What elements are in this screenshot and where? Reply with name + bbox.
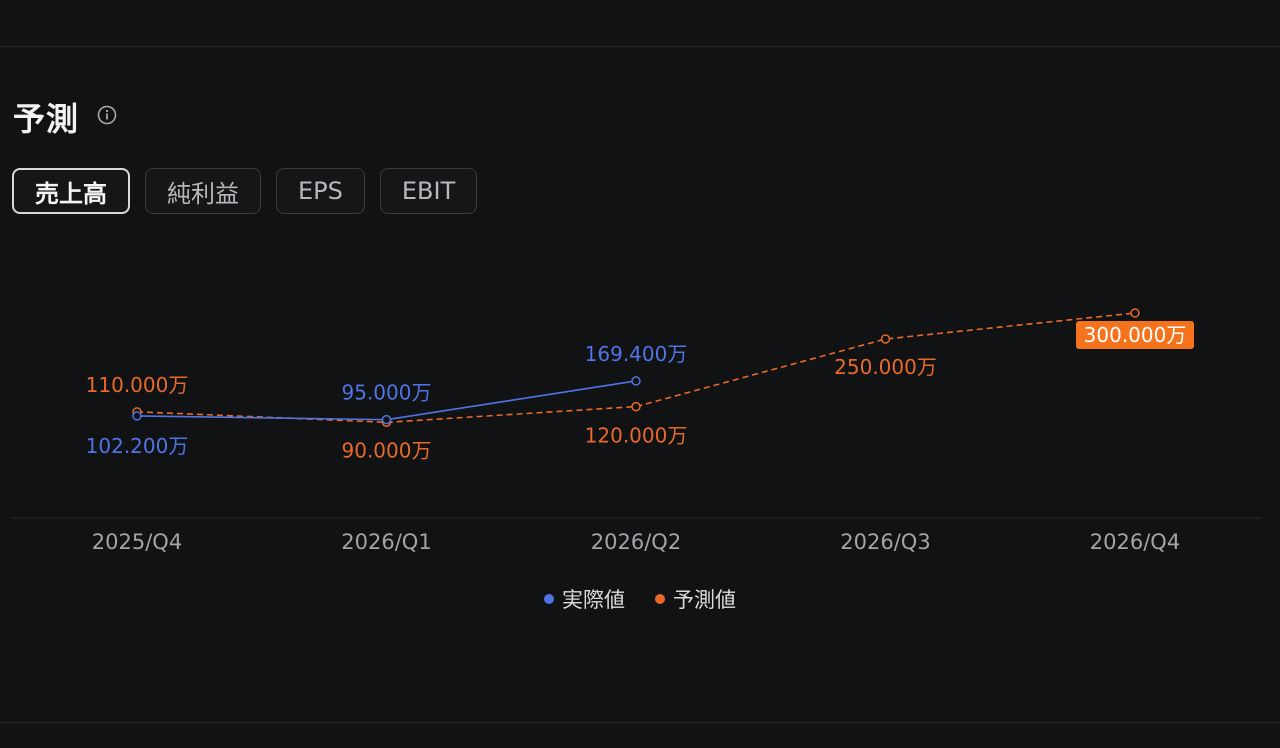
legend-item-actual[interactable]: 実際値 (544, 584, 625, 614)
x-tick-label: 2026/Q1 (341, 530, 431, 554)
actual-point (132, 411, 142, 421)
actual-data-label: 169.400万 (585, 342, 688, 366)
forecast-data-label: 250.000万 (834, 355, 937, 379)
legend-label-actual: 実際値 (562, 588, 625, 612)
x-tick-label: 2026/Q3 (840, 530, 930, 554)
legend-item-forecast[interactable]: 予測値 (655, 584, 736, 614)
tab-revenue[interactable]: 売上高 (12, 168, 130, 214)
forecast-data-label: 300.000万 (1084, 323, 1187, 347)
bottom-divider (0, 722, 1280, 723)
section-title: 予測 (13, 100, 80, 138)
actual-data-label: 95.000万 (342, 381, 432, 405)
legend-label-forecast: 予測値 (673, 588, 736, 612)
x-tick-label: 2026/Q2 (591, 530, 681, 554)
forecast-point (880, 334, 891, 344)
forecast-data-label: 110.000万 (86, 373, 189, 397)
forecast-point (1130, 308, 1140, 318)
actual-point (381, 414, 392, 425)
forecast-data-label: 90.000万 (342, 438, 432, 462)
legend-dot-actual (544, 594, 554, 604)
actual-point (631, 376, 641, 386)
metric-tabs: 売上高 純利益 EPS EBIT (12, 168, 478, 214)
tab-eps[interactable]: EPS (276, 168, 365, 214)
info-circle-icon[interactable] (97, 105, 117, 125)
x-tick-label: 2026/Q4 (1090, 530, 1180, 554)
tab-net-income[interactable]: 純利益 (145, 168, 261, 214)
legend-dot-forecast (655, 594, 665, 604)
forecast-data-label: 120.000万 (585, 424, 688, 448)
actual-data-label: 102.200万 (86, 434, 189, 458)
top-divider (0, 46, 1280, 47)
x-tick-label: 2025/Q4 (92, 530, 182, 554)
chart-legend: 実際値 予測値 (0, 584, 1280, 614)
tab-ebit[interactable]: EBIT (379, 168, 478, 214)
highlighted-label-badge (1076, 320, 1194, 349)
forecast-point (631, 401, 641, 412)
forecast-series-line (136, 312, 1136, 424)
